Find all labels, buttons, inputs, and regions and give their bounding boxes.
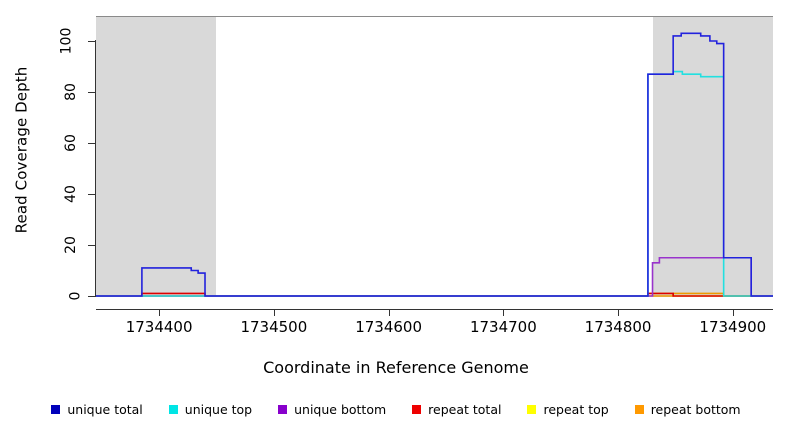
legend-item: unique bottom: [278, 402, 386, 417]
y-tick-mark: [88, 296, 95, 297]
y-tick-label: 20: [36, 236, 80, 254]
x-tick-label: 1734400: [125, 318, 193, 336]
y-tick-label-text: 60: [63, 134, 80, 152]
legend-label: unique total: [67, 401, 143, 417]
legend-label: repeat total: [428, 401, 502, 417]
legend-label: repeat top: [543, 401, 609, 417]
x-tick-label: 1734900: [699, 318, 767, 336]
x-tick-mark: [503, 309, 505, 316]
series-layer: [96, 16, 773, 297]
legend-swatch-icon: [527, 404, 537, 414]
y-tick-mark: [88, 41, 95, 42]
legend: unique total unique top unique bottom repea…: [0, 398, 792, 420]
legend-item: unique top: [168, 401, 253, 417]
y-tick-label-text: 80: [63, 83, 80, 101]
legend-swatch-icon: [168, 404, 178, 414]
legend-item: repeat total: [412, 402, 501, 417]
y-tick-label-text: 0: [67, 291, 84, 301]
x-tick-mark: [273, 309, 275, 316]
plot-area: [96, 16, 773, 297]
y-tick-label-text: 20: [63, 236, 80, 254]
x-tick-label: 1734700: [469, 318, 537, 336]
x-tick-mark: [618, 309, 620, 316]
shaded-region: [96, 16, 217, 297]
y-tick-mark: [88, 194, 95, 195]
x-tick-mark: [732, 309, 734, 316]
y-tick-mark: [88, 92, 95, 93]
legend-item: unique total: [51, 401, 143, 417]
panel-top-border: [96, 16, 773, 17]
x-axis-line: [96, 309, 773, 310]
x-tick-label: 1734500: [240, 318, 308, 336]
y-tick-label: 80: [36, 83, 80, 101]
legend-swatch-icon: [278, 404, 288, 414]
y-axis-title-text: Read Coverage Depth: [12, 66, 30, 234]
x-tick-mark: [159, 309, 161, 316]
y-tick-label: 0: [36, 288, 84, 304]
legend-item: repeat top: [527, 401, 609, 417]
legend-label: repeat bottom: [650, 401, 741, 417]
x-axis-title: Coordinate in Reference Genome: [263, 358, 529, 377]
x-tick-label: 1734600: [355, 318, 422, 336]
y-axis-title: Read Coverage Depth: [6, 0, 36, 300]
y-tick-label: 60: [36, 134, 80, 152]
y-axis-line: [95, 40, 96, 297]
y-tick-mark: [88, 245, 95, 246]
series-line-unique-total: [96, 33, 773, 296]
series-line-unique-bottom: [96, 258, 773, 296]
x-tick-label: 1734800: [584, 318, 652, 336]
y-tick-mark: [88, 143, 95, 144]
legend-label: unique bottom: [294, 401, 387, 417]
y-tick-label: 100: [36, 28, 80, 55]
legend-label: unique top: [184, 401, 253, 417]
y-tick-label-text: 40: [63, 185, 80, 203]
y-tick-label-text: 100: [58, 27, 75, 55]
legend-item: repeat bottom: [634, 401, 741, 417]
legend-swatch-icon: [634, 404, 644, 414]
y-tick-label: 40: [36, 185, 80, 203]
legend-swatch-icon: [412, 404, 422, 414]
legend-swatch-icon: [51, 404, 61, 414]
series-line-unique-top: [96, 72, 773, 296]
x-tick-mark: [388, 309, 390, 316]
